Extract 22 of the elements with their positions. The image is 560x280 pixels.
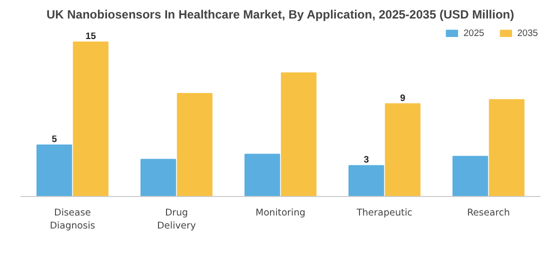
data-label: 3 xyxy=(364,154,369,165)
x-tick-label: Disease Diagnosis xyxy=(50,208,96,232)
bar xyxy=(36,144,72,196)
bar xyxy=(72,41,108,196)
bar xyxy=(452,156,488,196)
x-tick-label: Drug Delivery xyxy=(157,208,196,232)
bar xyxy=(348,165,384,196)
bar xyxy=(140,158,176,196)
x-tick-label: Therapeutic xyxy=(356,208,412,218)
chart-title: UK Nanobiosensors In Healthcare Market, By Application, 2025-2035 (USD Million) xyxy=(46,8,514,22)
x-tick-label: Monitoring xyxy=(256,208,306,218)
legend-label: 2025 xyxy=(463,28,484,38)
bar xyxy=(280,72,316,196)
data-label: 5 xyxy=(52,134,57,144)
bar xyxy=(244,154,280,196)
x-tick-label: Research xyxy=(467,208,510,218)
data-label: 15 xyxy=(86,30,96,41)
bar xyxy=(384,103,420,196)
data-label: 9 xyxy=(400,92,406,103)
bar xyxy=(488,99,524,196)
legend-label: 2035 xyxy=(517,28,538,38)
bar xyxy=(176,92,212,196)
